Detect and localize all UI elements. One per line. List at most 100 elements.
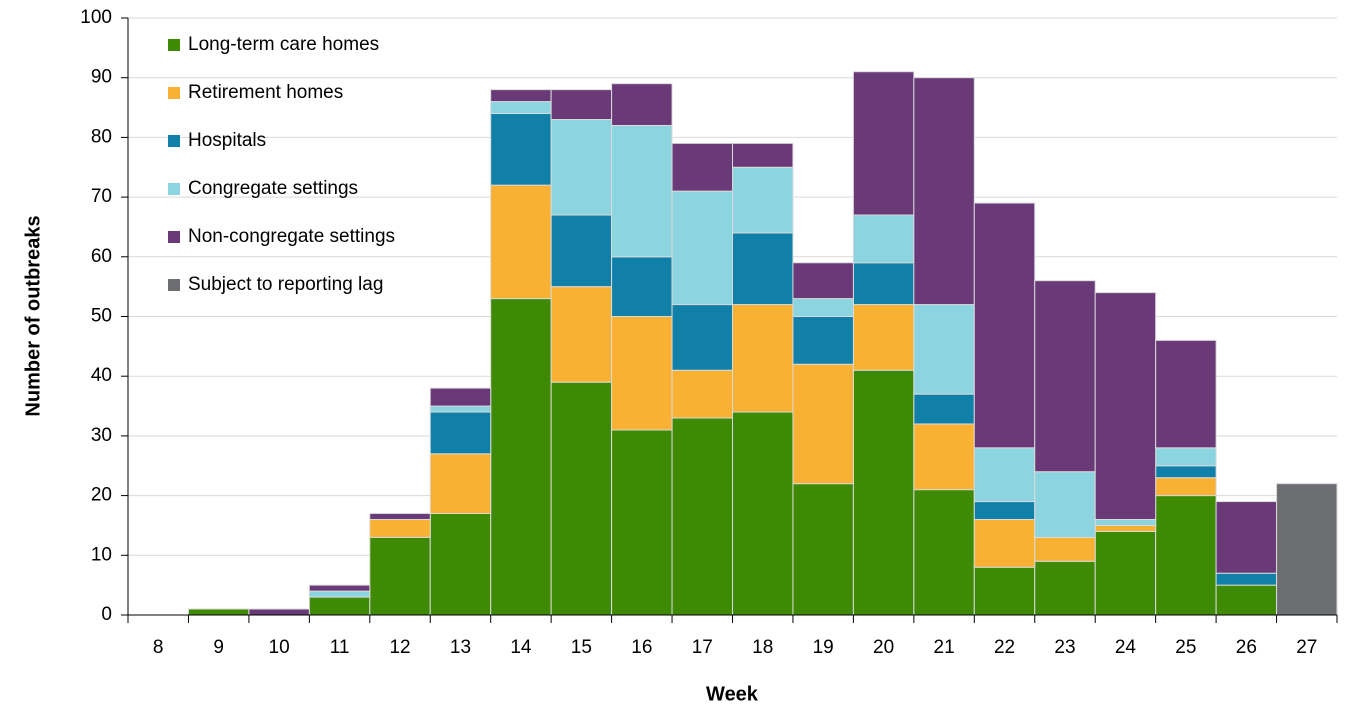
bar-segment bbox=[1034, 471, 1096, 538]
bar-segment bbox=[611, 83, 673, 126]
legend-label: Hospitals bbox=[188, 130, 266, 151]
x-tick-label: 24 bbox=[1115, 637, 1137, 658]
bar-segment bbox=[1094, 524, 1157, 532]
bar-segment bbox=[852, 262, 915, 306]
x-tick-label: 11 bbox=[330, 637, 350, 658]
bar-segment bbox=[973, 501, 1036, 520]
bar-segment bbox=[369, 518, 431, 538]
x-tick-label: 15 bbox=[571, 637, 592, 658]
bar-segment bbox=[1155, 495, 1217, 616]
x-tick-label: 22 bbox=[994, 637, 1015, 658]
y-tick-label: 10 bbox=[91, 544, 112, 565]
bar-segment bbox=[308, 596, 371, 616]
bar-segment bbox=[852, 214, 915, 264]
x-tick-label: 26 bbox=[1236, 637, 1257, 658]
bar-segment bbox=[1094, 518, 1157, 526]
x-tick-label: 14 bbox=[510, 637, 532, 658]
x-tick-label: 17 bbox=[692, 637, 713, 658]
bar-segment bbox=[913, 393, 975, 425]
y-tick-label: 0 bbox=[101, 604, 112, 625]
x-tick-label: 19 bbox=[813, 637, 834, 658]
bar-segment bbox=[732, 166, 794, 234]
bar-segment bbox=[187, 608, 250, 616]
legend-label: Long-term care homes bbox=[188, 34, 379, 55]
bar-segment bbox=[490, 184, 552, 300]
bar-segment bbox=[973, 202, 1036, 449]
x-tick-label: 20 bbox=[873, 637, 894, 658]
bar-segment bbox=[550, 89, 613, 120]
y-tick-label: 90 bbox=[91, 67, 112, 88]
bar-segment bbox=[550, 286, 613, 383]
bar-segment bbox=[792, 363, 854, 485]
legend-label: Congregate settings bbox=[188, 178, 358, 199]
bar-segment bbox=[1155, 447, 1217, 467]
bar-segment bbox=[369, 536, 431, 616]
bar-segment bbox=[671, 190, 733, 306]
bar-segment bbox=[1034, 536, 1096, 562]
bar-segment bbox=[611, 256, 673, 317]
bar-segment bbox=[792, 316, 854, 365]
bar-segment bbox=[732, 142, 794, 168]
bar-segment bbox=[611, 124, 673, 258]
y-tick-label: 20 bbox=[91, 485, 112, 506]
legend-swatch bbox=[168, 231, 180, 243]
bar-segment bbox=[550, 214, 613, 288]
bar-segment bbox=[490, 113, 552, 186]
bar-segment bbox=[792, 298, 854, 317]
x-tick-label: 23 bbox=[1054, 637, 1075, 658]
y-tick-label: 30 bbox=[91, 425, 112, 446]
x-tick-label: 9 bbox=[213, 637, 224, 658]
bar-segment bbox=[913, 77, 975, 306]
bar-segment bbox=[913, 304, 975, 395]
x-tick-label: 12 bbox=[389, 637, 410, 658]
bar-segment bbox=[973, 566, 1036, 616]
y-tick-label: 50 bbox=[91, 306, 112, 327]
y-tick-label: 80 bbox=[91, 126, 112, 147]
bar-segment bbox=[852, 71, 915, 216]
x-tick-label: 8 bbox=[153, 637, 164, 658]
bar-segment bbox=[671, 142, 733, 192]
legend-swatch bbox=[168, 183, 180, 195]
bar-segment bbox=[852, 369, 915, 616]
y-tick-label: 60 bbox=[91, 246, 112, 267]
bar-segment bbox=[429, 513, 492, 616]
bar-segment bbox=[1276, 483, 1338, 616]
bar-segment bbox=[308, 584, 371, 592]
bar-segment bbox=[792, 483, 854, 616]
bar-segment bbox=[1215, 584, 1278, 616]
bar-segment bbox=[732, 304, 794, 413]
legend-swatch bbox=[168, 87, 180, 99]
bar-segment bbox=[973, 447, 1036, 503]
bar-segment bbox=[852, 304, 915, 371]
legend-label: Non-congregate settings bbox=[188, 226, 395, 247]
x-tick-label: 25 bbox=[1175, 637, 1196, 658]
bar-segment bbox=[913, 423, 975, 491]
bar-segment bbox=[490, 89, 552, 103]
bar-segment bbox=[1094, 292, 1157, 520]
x-tick-label: 13 bbox=[450, 637, 471, 658]
bar-segment bbox=[1155, 339, 1217, 449]
legend-label: Subject to reporting lag bbox=[188, 274, 383, 295]
x-tick-label: 16 bbox=[631, 637, 652, 658]
bar-segment bbox=[308, 590, 371, 598]
bar-segment bbox=[369, 513, 431, 520]
y-tick-label: 40 bbox=[91, 365, 112, 386]
bar-segment bbox=[792, 262, 854, 300]
bar-segment bbox=[550, 381, 613, 616]
bar-segment bbox=[429, 387, 492, 407]
x-tick-label: 10 bbox=[269, 637, 290, 658]
bar-segment bbox=[973, 518, 1036, 568]
bar-segment bbox=[1215, 572, 1278, 586]
bar-segment bbox=[1215, 501, 1278, 574]
y-tick-label: 100 bbox=[80, 7, 112, 28]
bar-segment bbox=[550, 118, 613, 216]
legend-swatch bbox=[168, 39, 180, 51]
bar-segment bbox=[1034, 560, 1096, 616]
bar-segment bbox=[732, 411, 794, 616]
bar-segment bbox=[1034, 280, 1096, 473]
bar-segment bbox=[913, 489, 975, 616]
bar-segment bbox=[732, 232, 794, 306]
bar-segment bbox=[490, 101, 552, 115]
bar-segment bbox=[671, 417, 733, 616]
